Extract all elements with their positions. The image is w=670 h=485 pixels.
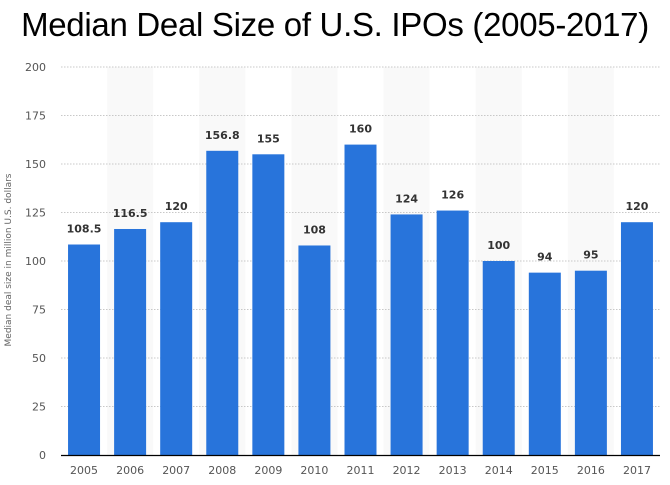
- data-label: 155: [257, 132, 280, 145]
- x-tick-label: 2007: [162, 464, 190, 477]
- x-tick-label: 2012: [393, 464, 421, 477]
- data-label: 108: [303, 223, 326, 236]
- chart-title: Median Deal Size of U.S. IPOs (2005-2017…: [21, 6, 649, 43]
- bar[interactable]: [390, 214, 423, 455]
- data-label: 100: [487, 239, 510, 252]
- x-tick-label: 2008: [208, 464, 236, 477]
- bar[interactable]: [160, 222, 193, 455]
- data-label: 116.5: [113, 207, 148, 220]
- x-tick-label: 2013: [439, 464, 467, 477]
- y-tick-label: 100: [25, 255, 46, 268]
- data-label: 120: [165, 200, 188, 213]
- data-label: 156.8: [205, 129, 240, 142]
- y-tick-label: 150: [25, 158, 46, 171]
- x-tick-label: 2011: [347, 464, 375, 477]
- bar[interactable]: [252, 154, 285, 456]
- bar[interactable]: [620, 222, 653, 455]
- data-label: 95: [583, 249, 598, 262]
- y-tick-label: 50: [32, 352, 46, 365]
- bar[interactable]: [436, 210, 469, 455]
- bar[interactable]: [68, 244, 101, 455]
- data-label: 108.5: [67, 223, 102, 236]
- bar[interactable]: [482, 261, 515, 455]
- bar[interactable]: [114, 228, 147, 455]
- x-tick-label: 2010: [300, 464, 328, 477]
- x-tick-label: 2005: [70, 464, 98, 477]
- data-label: 126: [441, 189, 464, 202]
- x-tick-label: 2009: [254, 464, 282, 477]
- y-tick-label: 200: [25, 61, 46, 74]
- x-tick-label: 2014: [485, 464, 513, 477]
- y-tick-label: 125: [25, 207, 46, 220]
- y-tick-label: 175: [25, 110, 46, 123]
- y-tick-label: 25: [32, 401, 46, 414]
- bar[interactable]: [298, 245, 331, 455]
- x-tick-label: 2017: [623, 464, 651, 477]
- data-label: 120: [625, 200, 648, 213]
- bar[interactable]: [206, 150, 239, 456]
- data-label: 160: [349, 123, 372, 136]
- bar[interactable]: [574, 270, 607, 455]
- data-label: 124: [395, 192, 418, 205]
- data-label: 94: [537, 251, 553, 264]
- bar[interactable]: [528, 272, 561, 455]
- bar[interactable]: [344, 144, 377, 455]
- y-tick-label: 75: [32, 304, 46, 317]
- x-tick-label: 2016: [577, 464, 605, 477]
- x-tick-label: 2006: [116, 464, 144, 477]
- y-tick-label: 0: [39, 449, 46, 462]
- x-tick-label: 2015: [531, 464, 559, 477]
